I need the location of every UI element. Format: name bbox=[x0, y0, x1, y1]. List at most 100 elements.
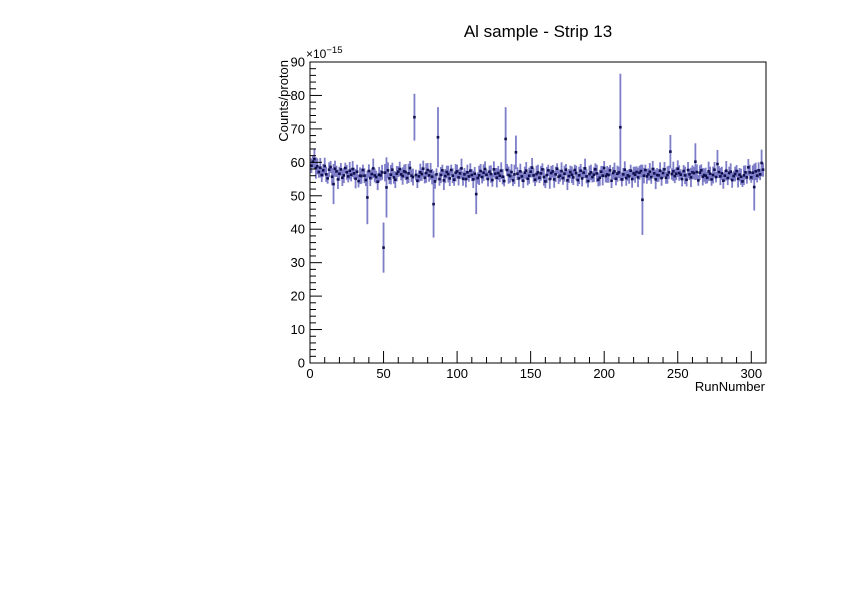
data-point-marker bbox=[427, 174, 431, 177]
data-point-marker bbox=[560, 169, 563, 173]
data-point-marker bbox=[641, 198, 644, 202]
data-point-marker bbox=[517, 177, 521, 180]
x-axis-title: RunNumber bbox=[695, 379, 766, 394]
data-point-marker bbox=[552, 178, 556, 181]
data-point-marker bbox=[749, 176, 753, 179]
data-point-marker bbox=[377, 173, 381, 177]
plot-frame bbox=[309, 61, 767, 364]
data-point-marker bbox=[754, 170, 758, 173]
data-point-marker bbox=[542, 175, 546, 179]
data-point-marker bbox=[449, 168, 453, 172]
data-point-marker bbox=[438, 177, 441, 181]
data-point-marker bbox=[685, 178, 688, 182]
data-point-marker bbox=[388, 177, 391, 180]
data-point-marker bbox=[404, 170, 407, 174]
data-point-marker bbox=[624, 176, 628, 180]
axis-tick-labels: 0 50 100 150 200 250 300 0 10 20 30 40 50 60 70 80 90 bbox=[291, 55, 763, 382]
y-tick-label: 90 bbox=[291, 55, 305, 70]
data-point-marker bbox=[738, 173, 741, 177]
data-point-marker bbox=[752, 185, 756, 189]
data-point-marker bbox=[639, 169, 643, 173]
data-point-marker bbox=[339, 168, 343, 171]
data-point-marker bbox=[413, 115, 416, 119]
y-tick-label: 50 bbox=[291, 188, 305, 203]
data-point-marker bbox=[583, 167, 587, 170]
data-point-marker bbox=[461, 177, 465, 181]
data-point-marker bbox=[573, 168, 577, 172]
data-point-marker bbox=[460, 167, 463, 170]
data-point-marker bbox=[326, 177, 329, 180]
data-point-marker bbox=[674, 172, 678, 176]
data-point-marker bbox=[635, 170, 638, 174]
data-point-marker bbox=[355, 170, 359, 173]
data-point-marker bbox=[348, 169, 352, 172]
data-point-marker bbox=[455, 170, 459, 173]
data-point-marker bbox=[572, 176, 575, 179]
data-point-marker bbox=[411, 175, 415, 179]
data-point-marker bbox=[401, 174, 404, 178]
data-point-marker bbox=[664, 176, 668, 180]
data-point-marker bbox=[527, 174, 531, 178]
data-point-marker bbox=[429, 170, 432, 173]
data-point-marker bbox=[616, 172, 619, 176]
data-point-marker bbox=[463, 173, 466, 176]
data-point-marker bbox=[432, 202, 435, 206]
data-point-marker bbox=[385, 186, 388, 189]
data-point-marker bbox=[638, 171, 641, 175]
data-point-marker bbox=[457, 176, 460, 179]
data-point-marker bbox=[367, 169, 371, 173]
x-tick-label: 200 bbox=[593, 366, 615, 381]
data-point-marker bbox=[554, 173, 557, 176]
data-point-marker bbox=[371, 167, 375, 170]
data-point-marker bbox=[330, 175, 334, 179]
data-point-marker bbox=[370, 172, 374, 176]
data-point-marker bbox=[699, 169, 703, 172]
data-point-marker bbox=[705, 176, 709, 180]
data-point-marker bbox=[402, 170, 406, 173]
data-point-marker bbox=[329, 165, 332, 169]
data-point-marker bbox=[433, 180, 437, 183]
data-point-marker bbox=[439, 173, 443, 177]
frame-border bbox=[309, 61, 767, 364]
data-point-marker bbox=[739, 175, 743, 179]
data-point-marker bbox=[435, 173, 438, 176]
y-tick-label: 0 bbox=[298, 356, 305, 371]
data-point-marker bbox=[539, 172, 543, 175]
data-point-marker bbox=[505, 168, 509, 172]
data-point-marker bbox=[504, 137, 507, 141]
data-point-marker bbox=[395, 172, 399, 176]
data-point-marker bbox=[730, 178, 734, 182]
y-tick-label: 20 bbox=[291, 289, 305, 304]
y-tick-label: 40 bbox=[291, 222, 305, 237]
data-point-marker bbox=[533, 178, 537, 182]
data-point-marker bbox=[632, 172, 635, 175]
data-point-marker bbox=[679, 173, 682, 177]
data-point-marker bbox=[513, 173, 516, 176]
data-point-marker bbox=[563, 172, 566, 176]
data-point-marker bbox=[729, 170, 732, 173]
data-point-marker bbox=[676, 167, 680, 170]
data-point-marker bbox=[346, 175, 350, 178]
data-point-marker bbox=[320, 173, 324, 177]
data-point-marker bbox=[491, 178, 494, 182]
data-point-marker bbox=[394, 178, 397, 182]
data-point-marker bbox=[502, 179, 506, 183]
data-point-marker bbox=[379, 174, 382, 177]
data-point-marker bbox=[314, 166, 318, 170]
data-point-marker bbox=[335, 170, 338, 173]
data-point-marker bbox=[551, 170, 555, 173]
data-point-marker bbox=[316, 165, 319, 168]
data-point-marker bbox=[669, 150, 672, 153]
data-point-marker bbox=[341, 176, 344, 180]
data-point-marker bbox=[454, 171, 457, 175]
data-point-marker bbox=[479, 169, 482, 173]
data-point-marker bbox=[736, 177, 740, 181]
data-point-marker bbox=[607, 173, 610, 177]
data-point-marker bbox=[636, 176, 640, 179]
data-point-marker bbox=[376, 180, 379, 184]
data-point-marker bbox=[364, 178, 368, 182]
data-point-marker bbox=[727, 171, 731, 175]
data-point-marker bbox=[545, 173, 549, 177]
data-point-marker bbox=[695, 170, 699, 174]
data-point-marker bbox=[507, 173, 510, 177]
